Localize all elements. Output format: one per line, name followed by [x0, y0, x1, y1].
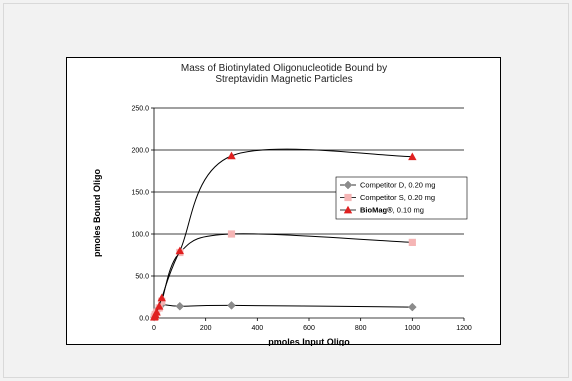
- legend-label-rest: , 0.10 mg: [393, 206, 424, 215]
- figure-frame: Mass of Biotinylated Oligonucleotide Bou…: [3, 3, 569, 378]
- data-point: [154, 302, 164, 310]
- x-axis-title: pmoles Input Oligo: [268, 337, 350, 346]
- series-line: [153, 304, 413, 318]
- legend-label-brand: BioMag®: [360, 206, 393, 215]
- data-point: [152, 307, 161, 316]
- legend-label: BioMag®, 0.10 mg: [360, 206, 424, 215]
- y-tick-label: 100.0: [131, 232, 149, 239]
- y-tick-label: 250.0: [131, 106, 149, 113]
- x-tick-label: 200: [200, 325, 212, 332]
- data-point: [175, 301, 185, 311]
- y-tick-label: 0.0: [139, 316, 149, 323]
- legend-marker: [343, 205, 353, 214]
- x-tick-label: 400: [251, 325, 263, 332]
- data-point: [408, 152, 417, 161]
- chart-title-line: Mass of Biotinylated Oligonucleotide Bou…: [181, 63, 387, 74]
- data-point: [227, 230, 236, 238]
- x-tick-label: 0: [152, 325, 156, 332]
- x-tick-label: 600: [303, 325, 315, 332]
- series-line: [153, 233, 413, 318]
- data-point: [157, 293, 166, 302]
- legend-box: [335, 176, 468, 220]
- data-point: [227, 301, 236, 310]
- legend-marker: [343, 180, 353, 190]
- data-point: [408, 302, 417, 312]
- series-line: [153, 148, 413, 318]
- y-tick-label: 50.0: [135, 274, 149, 281]
- x-tick-label: 1200: [456, 325, 472, 332]
- y-axis-title: pmoles Bound Oligo: [92, 169, 102, 257]
- x-tick-label: 1000: [405, 325, 421, 332]
- y-tick-label: 200.0: [131, 148, 149, 155]
- x-tick-label: 800: [355, 325, 367, 332]
- legend-label: Competitor S, 0.20 mg: [360, 193, 435, 202]
- data-point: [175, 246, 185, 255]
- chart-title-line: Streptavidin Magnetic Particles: [215, 74, 352, 85]
- chart-panel: Mass of Biotinylated Oligonucleotide Bou…: [66, 57, 501, 346]
- y-tick-label: 150.0: [131, 190, 149, 197]
- data-point: [158, 297, 166, 305]
- data-point: [408, 238, 416, 246]
- data-point: [227, 151, 236, 160]
- legend-label: Competitor D, 0.20 mg: [360, 181, 435, 190]
- chart-svg: Mass of Biotinylated Oligonucleotide Bou…: [92, 63, 472, 346]
- legend-marker: [344, 193, 352, 202]
